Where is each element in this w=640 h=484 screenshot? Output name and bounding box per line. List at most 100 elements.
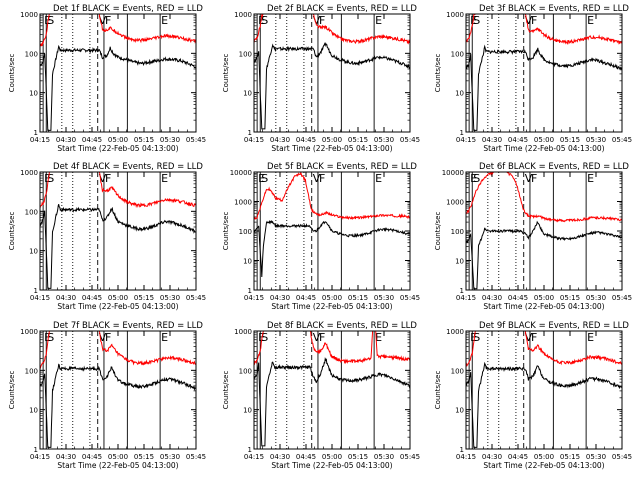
- event-marker-label: F: [105, 172, 111, 185]
- y-tick-label: 10: [243, 258, 252, 266]
- x-tick-label: 04:45: [296, 453, 316, 461]
- x-tick-label: 05:45: [400, 136, 420, 144]
- chart-panel-1: Det 1f BLACK = Events, RED = LLD 1 10 100 10…: [8, 4, 206, 153]
- x-tick-label: 05:30: [160, 453, 180, 461]
- event-marker-label: V: [525, 172, 533, 185]
- y-tick-label: 100: [451, 50, 464, 58]
- series-group: [40, 14, 196, 131]
- x-tick-label: 04:15: [244, 453, 264, 461]
- y-axis-label: Counts/sec: [434, 54, 442, 93]
- x-axis-label: Start Time (22-Feb-05 04:13:00): [483, 302, 604, 311]
- event-marker-label: E: [587, 14, 594, 27]
- x-tick-label: 04:45: [296, 136, 316, 144]
- event-marker-label: S: [473, 331, 480, 344]
- x-tick-label: 04:45: [82, 136, 102, 144]
- x-tick-label: 05:45: [186, 453, 206, 461]
- y-tick-label: 10: [455, 90, 464, 98]
- x-tick-label: 05:30: [586, 136, 606, 144]
- series-group: [466, 331, 622, 448]
- y-tick-label: 10000: [442, 169, 464, 177]
- plot-frame: [253, 171, 411, 291]
- x-tick-label: 05:00: [534, 453, 554, 461]
- x-tick-label: 04:15: [30, 453, 50, 461]
- event-marker-label: V: [99, 172, 107, 185]
- x-tick-label: 05:30: [160, 294, 180, 302]
- event-marker-label: E: [470, 331, 477, 344]
- plot-frame: [253, 13, 411, 133]
- y-axis-label: Counts/sec: [434, 371, 442, 410]
- y-tick-label: 100: [25, 367, 38, 375]
- x-axis-label: Start Time (22-Feb-05 04:13:00): [271, 144, 392, 153]
- x-tick-label: 05:00: [534, 294, 554, 302]
- x-tick-label: 05:30: [586, 294, 606, 302]
- series-events-line: [40, 204, 196, 289]
- chart-title: Det 1f BLACK = Events, RED = LLD: [53, 4, 203, 14]
- y-tick-label: 1000: [446, 328, 464, 336]
- series-lld-line: [466, 331, 622, 367]
- x-tick-label: 05:15: [348, 136, 368, 144]
- event-marker-label: F: [105, 14, 111, 27]
- y-tick-label: 1: [34, 446, 38, 454]
- x-axis-label: Start Time (22-Feb-05 04:13:00): [271, 302, 392, 311]
- x-axis-label: Start Time (22-Feb-05 04:13:00): [57, 461, 178, 470]
- y-tick-label: 10: [29, 407, 38, 415]
- event-marker-label: E: [375, 331, 382, 344]
- chart-panel-4: Det 4f BLACK = Events, RED = LLD 1 10 100 10…: [8, 162, 206, 311]
- y-axis-label: Counts/sec: [8, 371, 16, 410]
- event-marker-label: S: [473, 14, 480, 27]
- y-tick-label: 100: [239, 228, 252, 236]
- x-tick-label: 05:00: [322, 453, 342, 461]
- plot-frame: [465, 330, 623, 450]
- plot-frame: [39, 330, 197, 450]
- event-marker-label: E: [375, 172, 382, 185]
- event-marker-label: E: [587, 331, 594, 344]
- x-tick-label: 05:45: [400, 453, 420, 461]
- x-tick-label: 04:15: [244, 136, 264, 144]
- y-tick-label: 1000: [20, 11, 38, 19]
- x-tick-label: 05:30: [586, 453, 606, 461]
- chart-title: Det 4f BLACK = Events, RED = LLD: [53, 162, 203, 172]
- series-lld-line: [40, 14, 196, 47]
- event-marker-label: E: [470, 172, 477, 185]
- chart-panel-2: Det 2f BLACK = Events, RED = LLD 1 10 100 10…: [222, 4, 420, 153]
- event-marker-label: S: [47, 172, 54, 185]
- x-tick-label: 04:30: [482, 136, 502, 144]
- event-marker-label: V: [525, 331, 533, 344]
- series-events-line: [466, 44, 622, 131]
- x-tick-label: 05:45: [400, 294, 420, 302]
- y-tick-label: 10: [243, 90, 252, 98]
- y-tick-label: 1: [460, 287, 464, 295]
- x-tick-label: 05:00: [534, 136, 554, 144]
- chart-title: Det 8f BLACK = Events, RED = LLD: [267, 321, 417, 331]
- y-tick-label: 1: [248, 446, 252, 454]
- event-marker-label: S: [261, 172, 268, 185]
- x-tick-label: 05:15: [134, 136, 154, 144]
- event-marker-label: F: [319, 14, 325, 27]
- event-marker-label: V: [525, 14, 533, 27]
- y-tick-label: 100: [25, 208, 38, 216]
- x-tick-label: 04:45: [508, 453, 528, 461]
- plot-frame: [39, 13, 197, 133]
- series-events-line: [254, 219, 410, 278]
- y-tick-label: 1000: [234, 199, 252, 207]
- event-marker-label: E: [258, 172, 265, 185]
- series-group: [254, 172, 410, 278]
- event-marker-label: S: [261, 14, 268, 27]
- y-tick-label: 1: [34, 129, 38, 137]
- x-tick-label: 05:00: [108, 453, 128, 461]
- event-marker-label: F: [105, 331, 111, 344]
- x-tick-label: 05:15: [560, 453, 580, 461]
- x-tick-label: 04:30: [482, 453, 502, 461]
- event-marker-label: F: [531, 172, 537, 185]
- x-axis-label: Start Time (22-Feb-05 04:13:00): [57, 144, 178, 153]
- series-lld-line: [40, 331, 196, 369]
- y-tick-label: 1: [248, 287, 252, 295]
- y-tick-label: 100: [451, 228, 464, 236]
- series-events-line: [466, 361, 622, 448]
- y-tick-label: 100: [451, 367, 464, 375]
- x-tick-label: 05:45: [612, 453, 632, 461]
- event-marker-label: E: [375, 14, 382, 27]
- series-lld-line: [254, 172, 410, 221]
